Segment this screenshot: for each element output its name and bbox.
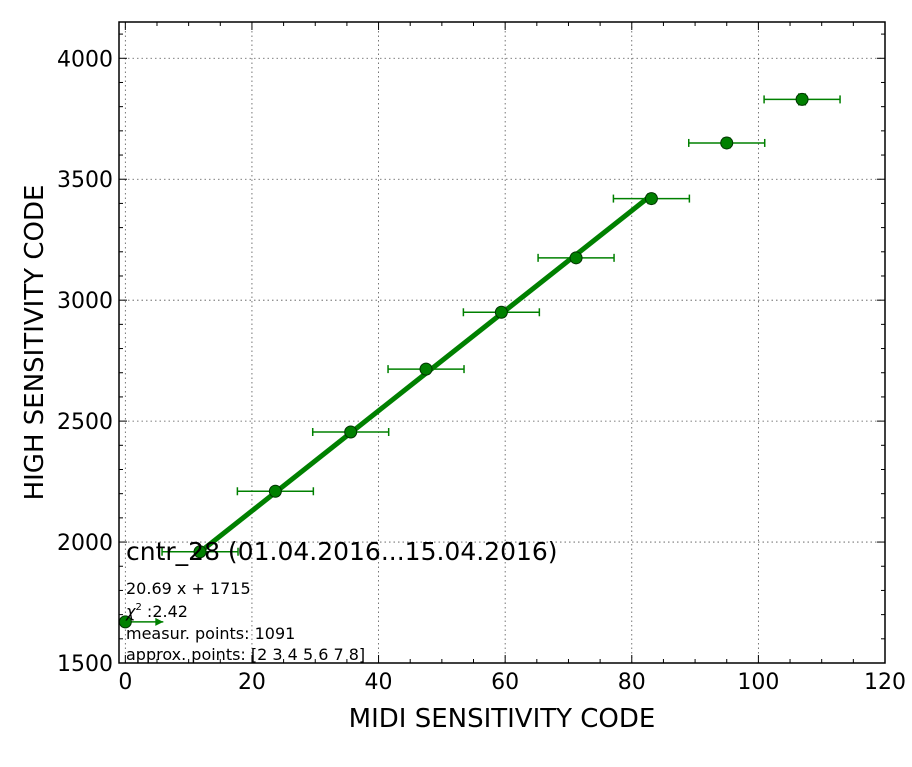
x-axis-label: MIDI SENSITIVITY CODE [349,704,656,734]
axes-frame [118,21,886,664]
chi2-value: :2.42 [142,602,188,621]
data-point [344,425,358,439]
y-tick-label: 2500 [57,410,113,435]
data-point [193,545,207,559]
error-arrow-head [155,617,164,626]
data-point [268,484,282,498]
x-tick-label: 0 [118,670,132,695]
axis-ticks: 0 20 40 60 80 100 120 1500 2000 2500 3000 3500 4000 [57,22,906,695]
y-tick-label: 1500 [57,652,113,677]
x-tick-label: 120 [864,670,906,695]
x-tick-label: 80 [618,670,646,695]
data-point [494,305,508,319]
data-point [720,136,734,150]
x-tick-label: 20 [238,670,266,695]
x-tick-label: 100 [737,670,779,695]
chi2-label: χ2 :2.42 [125,602,188,621]
data-point [569,251,583,265]
fit-equation-label: 20.69 x + 1715 [126,579,251,598]
data-point [644,192,658,206]
x-tick-label: 60 [491,670,519,695]
chi2-superscript: 2 [135,602,141,613]
chi2-symbol: χ [125,602,136,621]
y-axis-label: HIGH SENSITIVITY CODE [20,185,50,501]
y-tick-label: 3000 [57,289,113,314]
measured-points-label: measur. points: 1091 [126,624,295,643]
y-tick-label: 4000 [57,47,113,72]
chart-annotation-title: cntr_28 (01.04.2016...15.04.2016) [126,537,558,566]
data-points [118,92,809,629]
x-tick-label: 40 [365,670,393,695]
y-tick-label: 2000 [57,531,113,556]
data-point [795,92,809,106]
data-point [419,362,433,376]
y-tick-label: 3500 [57,168,113,193]
approx-points-label: approx. points: [2 3 4 5 6 7 8] [126,645,365,664]
